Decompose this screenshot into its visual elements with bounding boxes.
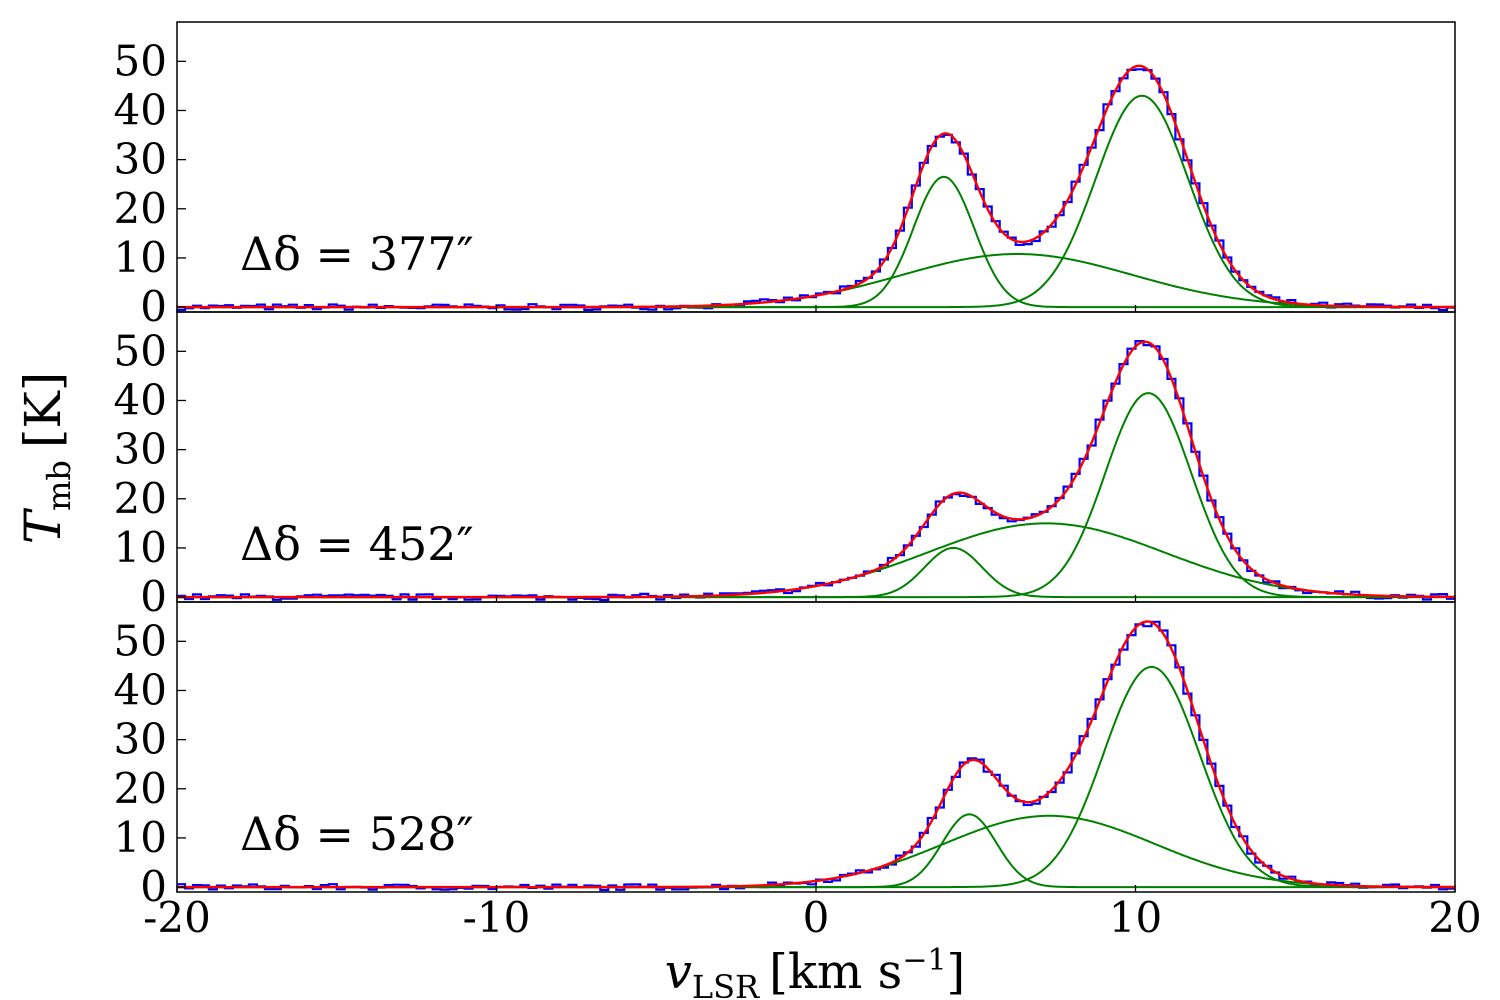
y-tick-label: 20 <box>114 474 167 523</box>
y-tick-label: 10 <box>114 233 167 282</box>
y-tick-label: 20 <box>114 764 167 813</box>
y-tick-label: 50 <box>114 326 167 375</box>
y-axis-label-sub: mb <box>40 460 78 511</box>
y-tick-label: 10 <box>114 523 167 572</box>
y-tick-label: 40 <box>114 375 167 424</box>
y-tick-label: 50 <box>114 616 167 665</box>
y-tick-label: 30 <box>114 715 167 764</box>
y-axis-label-main: T <box>14 507 72 544</box>
panel-label: Δδ = 452″ <box>240 517 474 571</box>
y-tick-label: 30 <box>114 135 167 184</box>
panel-label: Δδ = 377″ <box>240 227 474 281</box>
x-tick-label: -10 <box>463 893 531 942</box>
x-tick-label: 20 <box>1428 893 1481 942</box>
panel-marks <box>177 64 1455 312</box>
x-axis-ticks: -20 -10 0 10 20 <box>143 893 1482 942</box>
y-tick-label: 10 <box>114 813 167 862</box>
x-axis-label-main: v <box>665 944 692 1000</box>
series-observed-spectrum <box>177 340 1455 602</box>
series-total-fit <box>177 340 1455 599</box>
x-axis-label-sub: LSR <box>692 968 760 1000</box>
panel-label: Δδ = 528″ <box>240 807 474 861</box>
x-axis-label-close: ] <box>947 944 966 1000</box>
y-axis-label-unit: [K] <box>14 372 72 448</box>
x-axis-label-unit: [km s <box>769 944 902 1000</box>
y-tick-label: 30 <box>114 425 167 474</box>
y-tick-label: 20 <box>114 184 167 233</box>
x-tick-label: -20 <box>143 893 211 942</box>
x-axis-label: vLSR [km s−1] <box>665 943 966 1000</box>
y-tick-label: 0 <box>140 572 167 621</box>
y-axis-label: Tmb [K] <box>14 372 78 545</box>
series-total-fit <box>177 620 1455 889</box>
y-tick-label: 0 <box>140 862 167 911</box>
y-tick-label: 40 <box>114 85 167 134</box>
y-tick-label: 50 <box>114 36 167 85</box>
series-total-fit <box>177 64 1455 309</box>
y-tick-label: 0 <box>140 282 167 331</box>
x-tick-label: 10 <box>1109 893 1162 942</box>
y-tick-label: 40 <box>114 665 167 714</box>
x-axis-label-exp: −1 <box>902 943 946 978</box>
x-tick-label: 0 <box>803 893 830 942</box>
